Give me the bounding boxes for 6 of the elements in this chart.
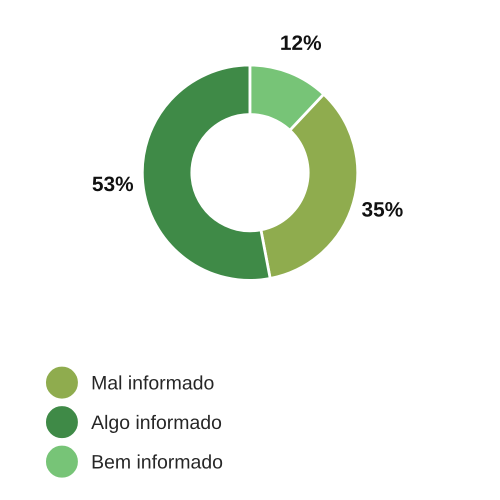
legend-label: Bem informado <box>92 454 222 469</box>
data-label: 12% <box>281 35 322 50</box>
data-label: 35% <box>362 202 403 217</box>
legend-label: Algo informado <box>91 414 222 433</box>
legend-label: Mal informado <box>92 375 214 390</box>
data-label: 53% <box>92 176 134 192</box>
